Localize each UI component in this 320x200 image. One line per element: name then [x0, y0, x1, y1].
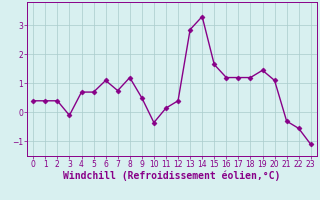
X-axis label: Windchill (Refroidissement éolien,°C): Windchill (Refroidissement éolien,°C)	[63, 171, 281, 181]
